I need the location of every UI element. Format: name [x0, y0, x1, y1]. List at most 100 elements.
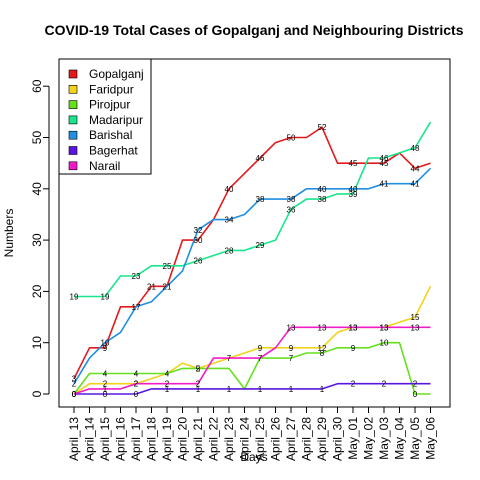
data-label: 23	[132, 272, 141, 281]
data-label: 32	[194, 226, 203, 235]
x-tick-label: April_18	[145, 417, 159, 461]
data-label: 10	[101, 339, 110, 348]
data-label: 2	[196, 364, 201, 373]
data-label: 9	[351, 344, 356, 353]
legend-swatch-narail	[68, 161, 78, 171]
data-label: 46	[256, 154, 265, 163]
data-label: 13	[380, 323, 389, 332]
data-label: 1	[165, 385, 170, 394]
data-label: 28	[225, 246, 234, 255]
data-label: 30	[194, 236, 203, 245]
y-tick-label: 30	[30, 233, 44, 247]
x-tick-label: April_29	[315, 417, 329, 461]
legend-swatch-gopalganj	[68, 69, 78, 79]
legend-swatch-madaripur	[68, 115, 78, 125]
series-line-pirojpur	[73, 341, 431, 395]
chart-title: COVID-19 Total Cases of Gopalganj and Ne…	[44, 22, 463, 38]
series-line-madaripur	[74, 121, 432, 298]
data-label: 45	[380, 159, 389, 168]
data-label: 3	[72, 375, 77, 384]
data-label: 21	[147, 282, 156, 291]
data-label: 12	[318, 344, 327, 353]
data-label: 2	[351, 380, 356, 389]
data-label: 2	[196, 380, 201, 389]
data-label: 2	[103, 380, 108, 389]
data-label: 8	[320, 349, 325, 358]
data-label: 26	[194, 257, 203, 266]
data-label: 13	[349, 323, 358, 332]
data-label: 2	[72, 380, 77, 389]
x-tick-label: April_23	[222, 417, 236, 461]
data-label: 1	[196, 385, 201, 394]
x-tick-label: April_22	[207, 417, 221, 461]
data-label: 38	[318, 195, 327, 204]
data-label: 13	[411, 323, 420, 332]
data-label: 1	[320, 385, 325, 394]
data-label: 50	[287, 134, 296, 143]
data-label: 0	[72, 390, 77, 399]
data-label: 25	[163, 262, 172, 271]
data-label: 46	[380, 154, 389, 163]
data-label: 1	[258, 385, 263, 394]
data-label: 2	[134, 380, 139, 389]
data-label: 13	[380, 323, 389, 332]
legend-label-faridpur: Faridpur	[89, 82, 134, 96]
data-label: 7	[258, 354, 263, 363]
y-axis-label: Numbers	[2, 209, 16, 258]
series-line-bagerhat	[74, 382, 431, 395]
data-label: 21	[163, 282, 172, 291]
data-label: 0	[72, 390, 77, 399]
series-lines	[73, 121, 432, 395]
y-tick-label: 0	[30, 390, 44, 397]
data-label: 4	[165, 369, 170, 378]
data-label: 2	[134, 380, 139, 389]
legend-label-narail: Narail	[89, 159, 120, 173]
x-tick-label: May_01	[346, 417, 360, 460]
data-label: 5	[196, 364, 201, 373]
series-line-narail	[73, 326, 431, 395]
x-tick-label: April_28	[300, 417, 314, 461]
data-label: 29	[256, 241, 265, 250]
legend-swatch-bagerhat	[68, 146, 78, 155]
y-tick-label: 10	[30, 336, 44, 350]
x-tick-label: May_04	[393, 417, 407, 460]
x-tick-label: April_19	[160, 417, 174, 461]
series-line-gopalganj	[73, 126, 431, 379]
x-tick-label: May_02	[362, 417, 376, 460]
data-label: 9	[258, 344, 263, 353]
x-tick-label: April_27	[284, 417, 298, 461]
data-label: 40	[349, 185, 358, 194]
y-tick-label: 50	[30, 131, 44, 145]
data-label: 36	[287, 205, 296, 214]
data-label: 40	[225, 185, 234, 194]
x-tick-label: April_20	[176, 417, 190, 461]
data-label: 10	[380, 339, 389, 348]
x-tick-label: April_26	[269, 417, 283, 461]
x-tick-label: April_24	[238, 417, 252, 461]
legend-swatch-barishal	[68, 130, 78, 140]
data-label: 38	[256, 195, 265, 204]
data-label: 17	[132, 303, 141, 312]
data-label: 39	[349, 190, 358, 199]
data-label: 19	[101, 293, 110, 302]
data-label: 1	[289, 385, 294, 394]
data-label: 0	[72, 390, 77, 399]
x-tick-label: May_05	[408, 417, 422, 460]
data-label: 1	[227, 385, 232, 394]
legend-swatch-faridpur	[68, 85, 78, 94]
legend-label-barishal: Barishal	[89, 128, 132, 142]
x-tick-label: April_30	[331, 417, 345, 461]
data-label: 44	[411, 164, 420, 173]
data-label: 0	[103, 390, 108, 399]
legend-swatch-pirojpur	[68, 100, 78, 109]
data-label: 34	[225, 216, 234, 225]
x-axis-label: Days	[240, 450, 267, 464]
data-label: 2	[382, 380, 387, 389]
x-tick-label: April_17	[129, 417, 143, 461]
data-label: 7	[227, 354, 232, 363]
data-label: 40	[318, 185, 327, 194]
series-line-barishal	[73, 167, 432, 385]
y-tick-label: 60	[30, 79, 44, 93]
